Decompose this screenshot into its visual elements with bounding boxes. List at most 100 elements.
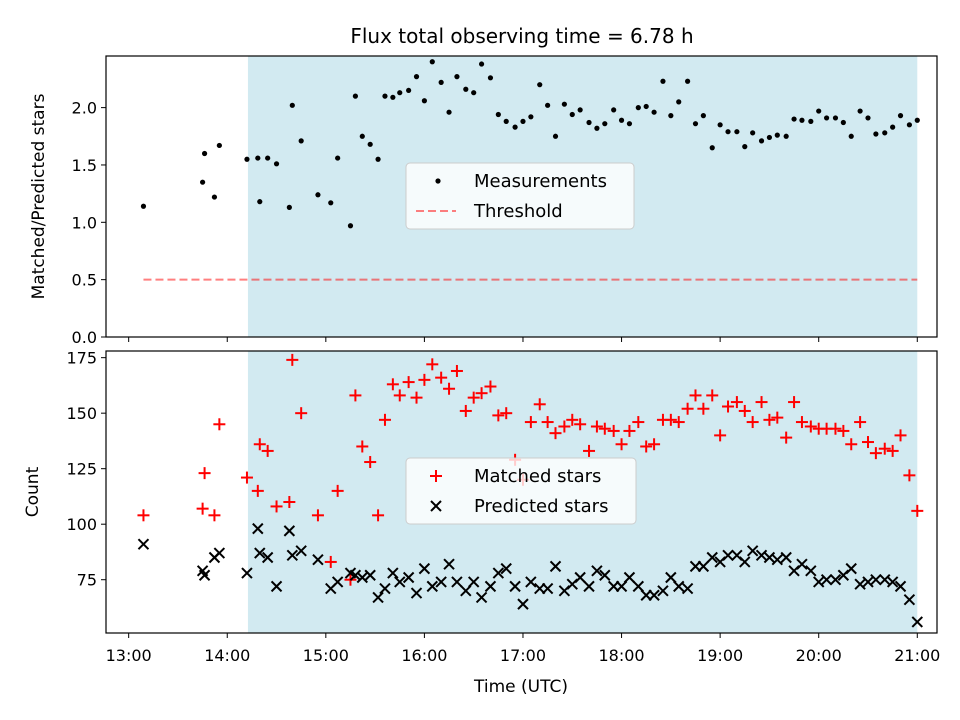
matched-star-point xyxy=(450,364,463,377)
top-y-ticks: 0.0 0.5 1.0 1.5 2.0 xyxy=(72,99,106,347)
matched-star-point xyxy=(854,416,867,429)
measurement-point xyxy=(643,103,649,110)
matched-star-point xyxy=(763,413,776,426)
predicted-star-point xyxy=(254,547,266,559)
matched-star-point xyxy=(467,391,480,404)
legend-matched-label: Matched stars xyxy=(474,466,601,487)
predicted-star-point xyxy=(312,554,324,566)
matched-star-point xyxy=(198,467,211,480)
predicted-star-point xyxy=(665,571,677,584)
matched-star-point xyxy=(492,409,505,422)
matched-star-point xyxy=(837,424,850,437)
measurement-point xyxy=(651,109,657,115)
x-tick-label: 14:00 xyxy=(204,646,250,665)
predicted-star-point xyxy=(903,593,916,606)
measurement-point xyxy=(201,150,208,157)
matched-star-point xyxy=(681,402,694,415)
matched-star-point xyxy=(664,413,677,426)
measurement-point xyxy=(914,117,920,123)
measurement-point xyxy=(298,138,304,144)
top-y-tick-label: 2.0 xyxy=(72,99,97,118)
predicted-star-point xyxy=(261,551,274,564)
matched-star-point xyxy=(356,440,369,453)
matched-star-point xyxy=(208,509,221,522)
matched-star-point xyxy=(706,389,719,402)
matched-star-point xyxy=(590,420,603,433)
predicted-star-point xyxy=(252,522,264,535)
predicted-star-point xyxy=(623,571,636,584)
measurement-point xyxy=(390,94,396,100)
measurement-point xyxy=(799,117,805,123)
matched-star-point xyxy=(213,418,226,431)
matched-star-point xyxy=(861,436,874,449)
matched-star-point xyxy=(722,400,735,413)
predicted-star-point xyxy=(755,549,768,561)
top-legend-box xyxy=(405,162,635,230)
legend-predicted-label: Predicted stars xyxy=(474,496,608,517)
x-tick-label: 13:00 xyxy=(106,646,152,665)
bottom-y-tick-label: 125 xyxy=(66,460,97,479)
measurement-point xyxy=(335,155,341,161)
predicted-star-point xyxy=(583,580,595,593)
predicted-star-point xyxy=(241,567,253,579)
matched-star-point xyxy=(533,398,546,411)
predicted-star-point xyxy=(657,585,669,597)
measurement-point xyxy=(315,192,321,198)
predicted-star-point xyxy=(722,549,734,561)
bottom-legend: Matched stars Predicted stars xyxy=(405,457,637,525)
predicted-star-point xyxy=(295,545,307,557)
predicted-star-point xyxy=(410,587,423,599)
x-tick-label: 21:00 xyxy=(894,646,940,665)
predicted-star-point xyxy=(418,562,431,575)
matched-star-point xyxy=(549,427,562,440)
predicted-star-point xyxy=(213,547,226,559)
matched-star-point xyxy=(558,420,571,433)
matched-star-point xyxy=(500,407,513,420)
predicted-star-point xyxy=(356,571,369,584)
matched-star-point xyxy=(393,389,406,402)
matched-star-point xyxy=(418,373,431,386)
measurement-point xyxy=(273,161,280,167)
predicted-star-point xyxy=(599,569,611,581)
predicted-star-point xyxy=(673,580,685,593)
figure-title: Flux total observing time = 6.78 h xyxy=(350,24,693,48)
measurement-point xyxy=(375,156,381,162)
matched-star-point xyxy=(574,418,587,431)
x-tick-label: 19:00 xyxy=(697,646,743,665)
matched-star-point xyxy=(583,444,596,457)
top-y-tick-label: 1.0 xyxy=(72,213,97,232)
predicted-star-point xyxy=(426,580,438,593)
measurement-point xyxy=(512,124,518,130)
predicted-star-point xyxy=(632,580,645,593)
predicted-star-point xyxy=(451,576,463,588)
top-x-ticks xyxy=(128,337,918,342)
measurement-point xyxy=(840,119,846,126)
measurement-point xyxy=(865,115,871,121)
measurement-point xyxy=(586,119,592,126)
matched-star-point xyxy=(672,416,685,429)
measurement-point xyxy=(244,156,250,162)
measurement-point xyxy=(618,117,625,123)
measurement-point xyxy=(359,133,365,139)
measurement-point xyxy=(454,74,460,80)
matched-star-point xyxy=(632,416,645,429)
x-tick-label: 15:00 xyxy=(303,646,349,665)
measurement-point xyxy=(520,118,526,124)
measurement-point xyxy=(906,122,912,128)
measurement-point xyxy=(537,82,543,88)
measurement-point xyxy=(528,114,534,120)
matched-star-point xyxy=(484,380,497,393)
predicted-star-point xyxy=(886,576,899,588)
matched-star-point xyxy=(386,378,399,391)
predicted-star-point xyxy=(829,574,842,586)
measurement-point xyxy=(685,78,691,84)
predicted-star-point xyxy=(484,580,497,593)
measurement-point xyxy=(766,134,773,141)
measurement-point xyxy=(734,129,740,135)
predicted-star-point xyxy=(475,591,488,604)
measurement-point xyxy=(382,93,388,99)
matched-star-point xyxy=(771,411,784,424)
predicted-star-point xyxy=(796,558,808,570)
matched-star-point xyxy=(738,404,751,417)
measurement-point xyxy=(495,111,501,118)
